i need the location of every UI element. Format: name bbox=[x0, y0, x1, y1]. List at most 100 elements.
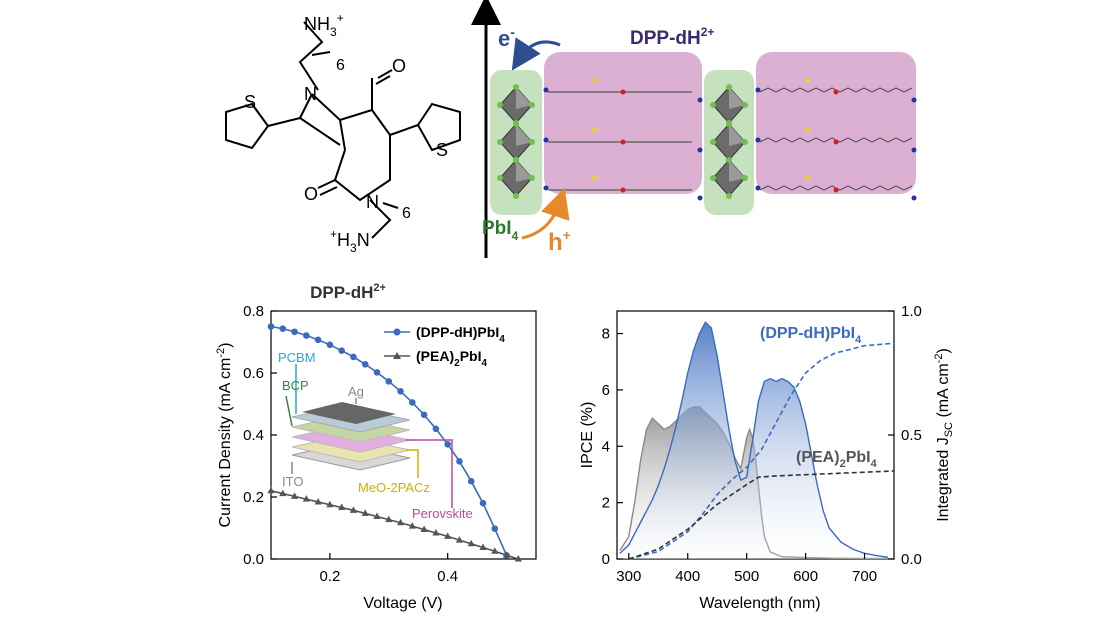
top-o-atom: O bbox=[392, 56, 406, 76]
left-thiophene-ring bbox=[225, 102, 270, 150]
center-bond bbox=[339, 119, 346, 151]
nitrogen-atom bbox=[543, 87, 549, 93]
oxygen-atom bbox=[620, 89, 626, 95]
jv-point bbox=[267, 323, 275, 330]
sulfur-atom bbox=[805, 175, 811, 181]
x-tick-label: 0.2 bbox=[319, 568, 340, 585]
fused-bond-right-top bbox=[371, 109, 391, 136]
top-n-atom: N bbox=[304, 84, 317, 104]
nitrogen-atom bbox=[697, 147, 703, 153]
right-s-atom: S bbox=[436, 140, 448, 160]
ipce-label-pea: (PEA)2PbI4 bbox=[796, 449, 878, 470]
jv-chart-title: DPP-dH2+ bbox=[310, 282, 386, 302]
y-tick-label: 0.8 bbox=[243, 303, 264, 320]
bcp-leader bbox=[285, 395, 293, 427]
right-thiophene-ring bbox=[416, 102, 461, 152]
iodide-atom bbox=[497, 175, 503, 181]
organic-layer-right bbox=[756, 52, 916, 194]
jv-point bbox=[291, 328, 298, 336]
nitrogen-atom bbox=[697, 195, 703, 201]
jv-point bbox=[349, 506, 358, 513]
iodide-atom bbox=[726, 121, 732, 127]
jv-point bbox=[479, 499, 487, 507]
jv-chart: DPP-dH2+ 0.2 0.4 0.0 0.2 0.4 0.6 0.8 PCBM BCP … bbox=[215, 282, 537, 612]
x-tick-label: 300 bbox=[616, 568, 641, 585]
upper-alkyl-chain bbox=[298, 21, 324, 91]
carbonyl-top bbox=[377, 69, 393, 79]
bcp-label: BCP bbox=[282, 378, 309, 393]
nitrogen-atom bbox=[911, 97, 917, 103]
y2-tick-label: 0.0 bbox=[901, 551, 922, 568]
octahedron-facet bbox=[516, 124, 532, 146]
pcbm-label: PCBM bbox=[278, 350, 316, 365]
jv-series-group bbox=[267, 323, 522, 562]
octahedron-facet bbox=[729, 87, 745, 109]
jv-point bbox=[338, 503, 346, 511]
ipce-y2-axis-label: Integrated JSC (mA cm-2) bbox=[933, 348, 955, 522]
nitrogen-atom bbox=[911, 147, 917, 153]
molecule-labels: NH3+ 6 N O S S N O 6 +H3N bbox=[244, 11, 448, 255]
legend-pea-label: (PEA)2PbI4 bbox=[416, 348, 487, 369]
nitrogen-atom bbox=[697, 97, 703, 103]
y2-tick-label: 0.5 bbox=[901, 427, 922, 444]
bottom-o-atom: O bbox=[304, 184, 318, 204]
hole-label: h+ bbox=[548, 227, 571, 256]
oxygen-atom bbox=[833, 139, 839, 145]
nitrogen-atom bbox=[543, 137, 549, 143]
jv-point bbox=[314, 336, 322, 344]
inorganic-label: PbI4 bbox=[482, 218, 519, 243]
iodide-atom bbox=[529, 139, 535, 145]
ipce-axes: 300 400 500 600 700 0 2 4 6 8 0.0 0.5 1.0 bbox=[602, 303, 922, 585]
sulfur-atom bbox=[592, 127, 598, 133]
jv-point bbox=[409, 399, 416, 406]
jv-y-axis-label: Current Density (mA cm-2) bbox=[215, 343, 234, 528]
ipce-chart: 300 400 500 600 700 0 2 4 6 8 0.0 0.5 1.0 (DPP-dH)Pb… bbox=[579, 303, 955, 612]
oxygen-atom bbox=[620, 139, 626, 145]
y-tick-label: 0.6 bbox=[243, 365, 264, 382]
y-tick-label: 0.2 bbox=[243, 489, 264, 506]
lower-chain-repeat-bracket bbox=[382, 202, 399, 209]
sulfur-atom bbox=[805, 127, 811, 133]
x-tick-label: 400 bbox=[675, 568, 700, 585]
iodide-atom bbox=[742, 175, 748, 181]
nitrogen-atom bbox=[543, 185, 549, 191]
jv-point bbox=[491, 525, 499, 532]
octahedra-group bbox=[497, 84, 748, 199]
iodide-atom bbox=[710, 102, 716, 108]
organic-chains-group bbox=[543, 77, 917, 201]
jv-point bbox=[396, 518, 405, 526]
jv-point bbox=[314, 497, 322, 505]
jv-point bbox=[302, 495, 310, 502]
jv-point bbox=[373, 512, 381, 520]
sulfur-atom bbox=[592, 77, 598, 83]
hole-transfer-arrow bbox=[521, 187, 570, 240]
octahedron-facet bbox=[516, 87, 532, 109]
ipce-series-group bbox=[619, 321, 895, 560]
y-tick-label: 2 bbox=[602, 495, 610, 512]
lower-alkyl-chain bbox=[369, 199, 392, 239]
device-stack-inset: PCBM BCP Ag Perovskite MeO-2PACz ITO bbox=[278, 350, 473, 521]
octahedron-facet bbox=[516, 160, 532, 182]
oxygen-atom bbox=[620, 187, 626, 193]
jv-series-line-1 bbox=[270, 490, 519, 560]
jv-point bbox=[267, 486, 275, 494]
jv-point bbox=[420, 525, 428, 533]
x-tick-label: 0.4 bbox=[437, 568, 458, 585]
oxygen-atom bbox=[833, 187, 839, 193]
jv-point bbox=[455, 536, 464, 543]
y-tick-label: 0.4 bbox=[243, 427, 264, 444]
legend-dpp-marker bbox=[393, 328, 401, 336]
jv-point bbox=[279, 489, 287, 497]
jv-point bbox=[361, 361, 369, 368]
fused-bond-left bbox=[299, 117, 341, 146]
dpp-molecule-structure bbox=[225, 21, 461, 239]
meo-2pacz-label: MeO-2PACz bbox=[358, 480, 430, 495]
iodide-atom bbox=[710, 139, 716, 145]
ag-electrode bbox=[302, 402, 396, 424]
meo-2pacz-leader bbox=[406, 449, 419, 478]
ipce-area-0 bbox=[619, 322, 889, 559]
y-tick-label: 6 bbox=[602, 382, 610, 399]
jv-point bbox=[456, 458, 463, 465]
iodide-atom bbox=[513, 157, 519, 163]
iodide-atom bbox=[726, 84, 732, 90]
